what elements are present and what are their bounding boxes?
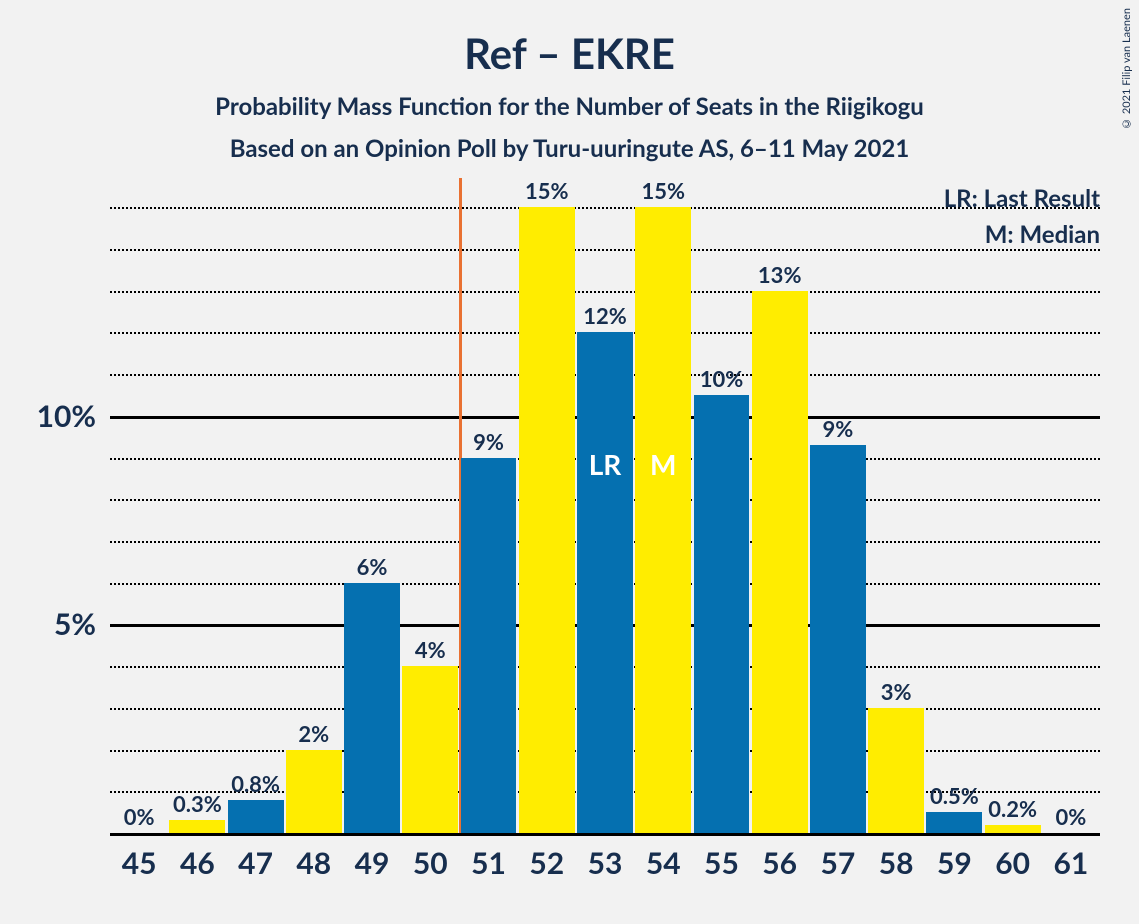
bar-value-label: 6% [314,553,430,580]
y-tick-label: 10% [0,398,96,434]
bar-marker-label: M [635,447,691,481]
bar [344,583,400,833]
bar-value-label: 13% [721,261,837,288]
x-tick-label: 56 [751,845,809,881]
bar [577,332,633,833]
x-tick-label: 57 [809,845,867,881]
x-tick-label: 50 [401,845,459,881]
chart-title: Ref – EKRE [0,28,1139,78]
bar [752,291,808,833]
bar [286,750,342,833]
bar [635,207,691,833]
grid-minor [110,249,1100,251]
bar [519,207,575,833]
x-tick-label: 59 [925,845,983,881]
x-tick-label: 60 [984,845,1042,881]
copyright-text: © 2021 Filip van Laenen [1120,8,1133,130]
bar [694,395,750,833]
x-tick-label: 54 [634,845,692,881]
x-tick-label: 53 [576,845,634,881]
x-tick-label: 51 [459,845,517,881]
legend-entry: M: Median [985,220,1100,249]
plot-area: 0%0.3%0.8%2%6%4%9%15%12%LR15%M10%13%9%3%… [110,178,1100,833]
grid-minor [110,291,1100,293]
x-tick-label: 52 [518,845,576,881]
bar-marker-label: LR [577,447,633,481]
chart-canvas: Ref – EKRE Probability Mass Function for … [0,0,1139,924]
bar-value-label: 15% [605,177,721,204]
bar [169,820,225,833]
x-tick-label: 48 [285,845,343,881]
x-tick-label: 45 [110,845,168,881]
chart-subtitle-2: Based on an Opinion Poll by Turu-uuringu… [0,134,1139,163]
x-tick-label: 61 [1042,845,1100,881]
x-tick-label: 58 [867,845,925,881]
x-tick-label: 47 [226,845,284,881]
x-tick-label: 55 [692,845,750,881]
bar-value-label: 0% [1013,803,1129,830]
x-tick-label: 46 [168,845,226,881]
bar [402,666,458,833]
x-tick-label: 49 [343,845,401,881]
bar [810,445,866,833]
bar [868,708,924,833]
bar-value-label: 3% [838,678,954,705]
y-tick-label: 5% [0,606,96,642]
chart-subtitle-1: Probability Mass Function for the Number… [0,92,1139,121]
bar [461,458,517,833]
legend-entry: LR: Last Result [944,184,1100,213]
x-axis-line [110,833,1100,836]
bar [228,800,284,833]
bar-value-label: 9% [780,415,896,442]
bar-value-label: 15% [489,177,605,204]
